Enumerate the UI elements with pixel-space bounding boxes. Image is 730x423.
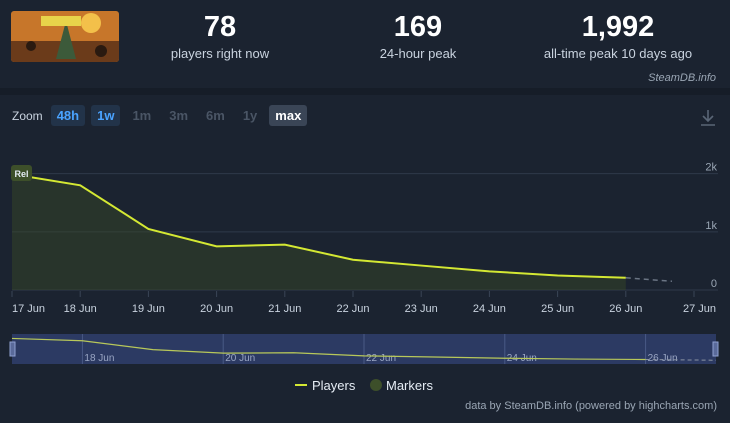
stat-alltime-peak-value: 1,992 xyxy=(581,11,655,43)
stat-24h-peak: 169 24-hour peak xyxy=(348,10,488,61)
stat-alltime-peak-label: all-time peak 10 days ago xyxy=(543,46,693,61)
zoom-48h-button[interactable]: 48h xyxy=(50,105,86,126)
chart-panel: Zoom 48h 1w 1m 3m 6m 1y max xyxy=(0,95,730,423)
zoom-6m-button[interactable]: 6m xyxy=(206,108,225,123)
game-thumbnail[interactable] xyxy=(11,11,119,62)
stat-current-label: players right now xyxy=(170,46,270,61)
zoom-1m-button[interactable]: 1m xyxy=(132,108,152,123)
zoom-1w-button[interactable]: 1w xyxy=(91,105,121,126)
stat-alltime-peak: 1,992 all-time peak 10 days ago xyxy=(528,10,708,61)
zoom-label: Zoom xyxy=(12,108,43,123)
stat-current-value: 78 xyxy=(203,11,237,43)
stat-24h-peak-label: 24-hour peak xyxy=(379,46,457,61)
stat-current: 78 players right now xyxy=(150,10,290,61)
zoom-3m-button[interactable]: 3m xyxy=(169,108,189,123)
zoom-max-button[interactable]: max xyxy=(269,105,308,126)
stats-header: 78 players right now 169 24-hour peak 1,… xyxy=(0,0,730,88)
stat-24h-peak-value: 169 xyxy=(393,11,443,43)
download-icon[interactable] xyxy=(700,109,716,127)
steamdb-brand[interactable]: SteamDB.info xyxy=(648,72,716,84)
zoom-controls: Zoom 48h 1w 1m 3m 6m 1y max xyxy=(12,105,308,126)
zoom-1y-button[interactable]: 1y xyxy=(242,108,258,123)
